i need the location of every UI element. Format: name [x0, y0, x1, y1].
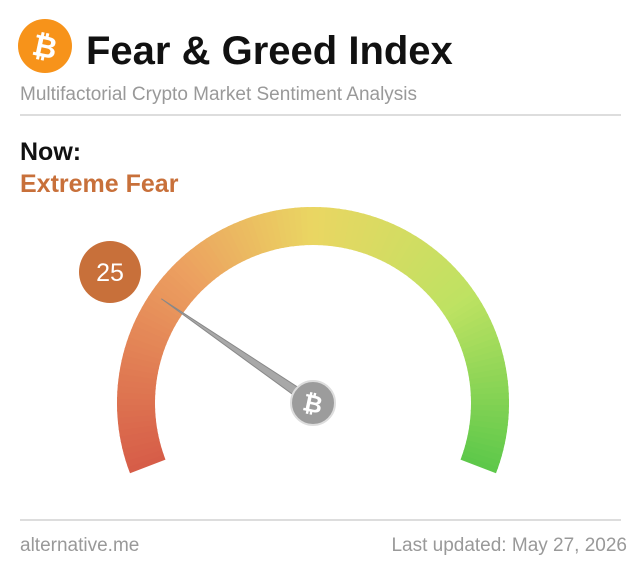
- needle: [161, 298, 317, 408]
- gauge: ₿25: [79, 206, 509, 474]
- gauge-band: [460, 454, 499, 474]
- subtitle: Multifactorial Crypto Market Sentiment A…: [20, 84, 417, 105]
- value-label: 25: [96, 259, 124, 287]
- updated: Last updated: May 27, 2026: [391, 535, 627, 556]
- needle-hub: [290, 380, 336, 426]
- source: alternative.me: [20, 535, 139, 556]
- logo: [18, 19, 72, 73]
- chart-title: Fear & Greed Index: [86, 29, 453, 73]
- classification: Extreme Fear: [20, 170, 179, 198]
- value-badge: [79, 241, 141, 303]
- now-label: Now:: [20, 138, 81, 166]
